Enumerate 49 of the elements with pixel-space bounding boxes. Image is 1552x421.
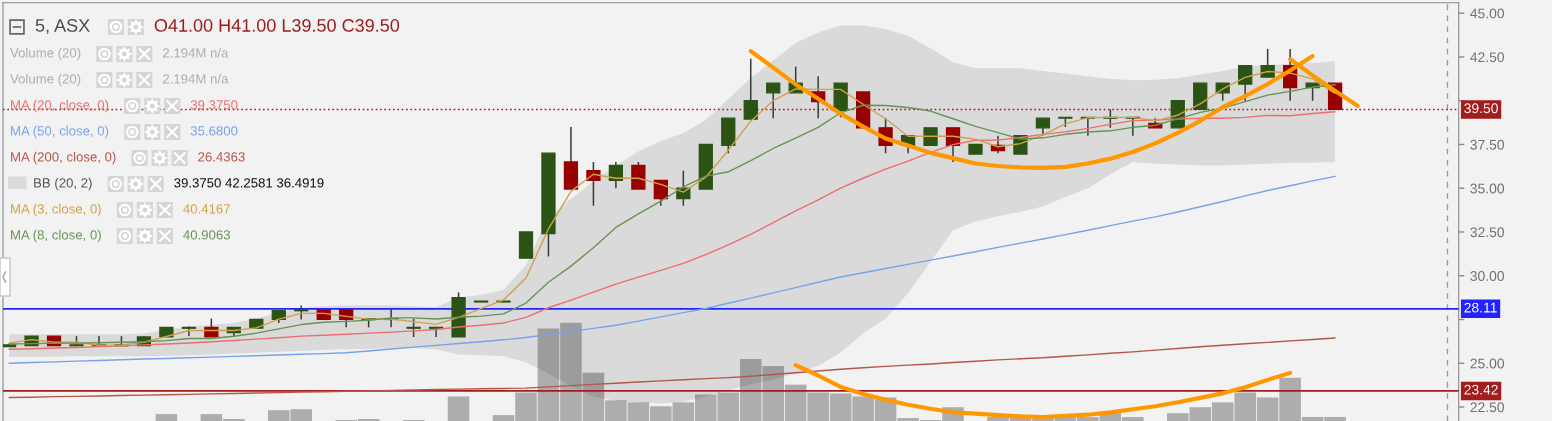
legend-label: BB (20, 2) [34, 177, 92, 191]
text: MA (200, close, 0) [11, 151, 116, 165]
candlestick [1035, 117, 1051, 137]
candlestick [294, 304, 309, 321]
bar [447, 396, 470, 421]
candlestick [698, 143, 713, 190]
ref-line-label: 23.42 [1464, 384, 1498, 395]
annotation: 26.4363 [198, 152, 245, 162]
annotation: 39.3750 [190, 100, 238, 110]
candlestick [608, 161, 624, 189]
y-tick-label: 42.50 [1470, 52, 1505, 63]
candlestick [743, 57, 758, 120]
annotation: Volume (20) [10, 73, 81, 87]
annotation: 2.194M n/a [163, 47, 229, 58]
annotation: 40.9063 [183, 230, 230, 240]
y-tick-label: 35.00 [1470, 183, 1505, 194]
ref-line-label: 28.11 [1464, 302, 1497, 313]
candlestick [563, 126, 579, 190]
text: MA (3, close, 0) [11, 203, 101, 217]
annotation: 40.4167 [183, 204, 230, 214]
annotation: 35.6800 [190, 126, 238, 136]
text: O41.00 H41.00 L39.50 C39.50 [154, 19, 400, 32]
y-tick-label: 32.50 [1470, 227, 1505, 238]
line-series [8, 175, 1336, 364]
text: Volume (20) [10, 47, 81, 61]
ref-line-label: 39.50 [1464, 103, 1498, 114]
annotation: 2.194M n/a [163, 73, 229, 84]
annotation: 39.3750 42.2581 36.4919 [174, 178, 324, 188]
bar [155, 414, 178, 421]
text: MA (20, close, 0) [11, 99, 109, 113]
y-tick-label: 25.00 [1470, 358, 1505, 369]
candlestick [473, 300, 489, 303]
y-tick-label: 30.00 [1470, 271, 1505, 281]
candlestick [181, 326, 197, 337]
candlestick [923, 127, 938, 146]
candlestick [1193, 82, 1208, 111]
candlestick [518, 231, 534, 259]
y-tick-label: 45.00 [1470, 8, 1505, 19]
text: MA (8, close, 0) [11, 229, 101, 243]
candlestick [766, 82, 781, 119]
line-series [8, 337, 1336, 399]
candlestick [968, 143, 983, 155]
y-tick-label: 37.50 [1470, 139, 1505, 150]
text: 5, ASX [35, 19, 90, 34]
text: MA (50, close, 0) [11, 125, 109, 139]
line-series [793, 363, 1293, 420]
candlestick [541, 152, 556, 258]
y-tick-label: 22.50 [1470, 402, 1505, 413]
candlestick [1238, 65, 1253, 102]
